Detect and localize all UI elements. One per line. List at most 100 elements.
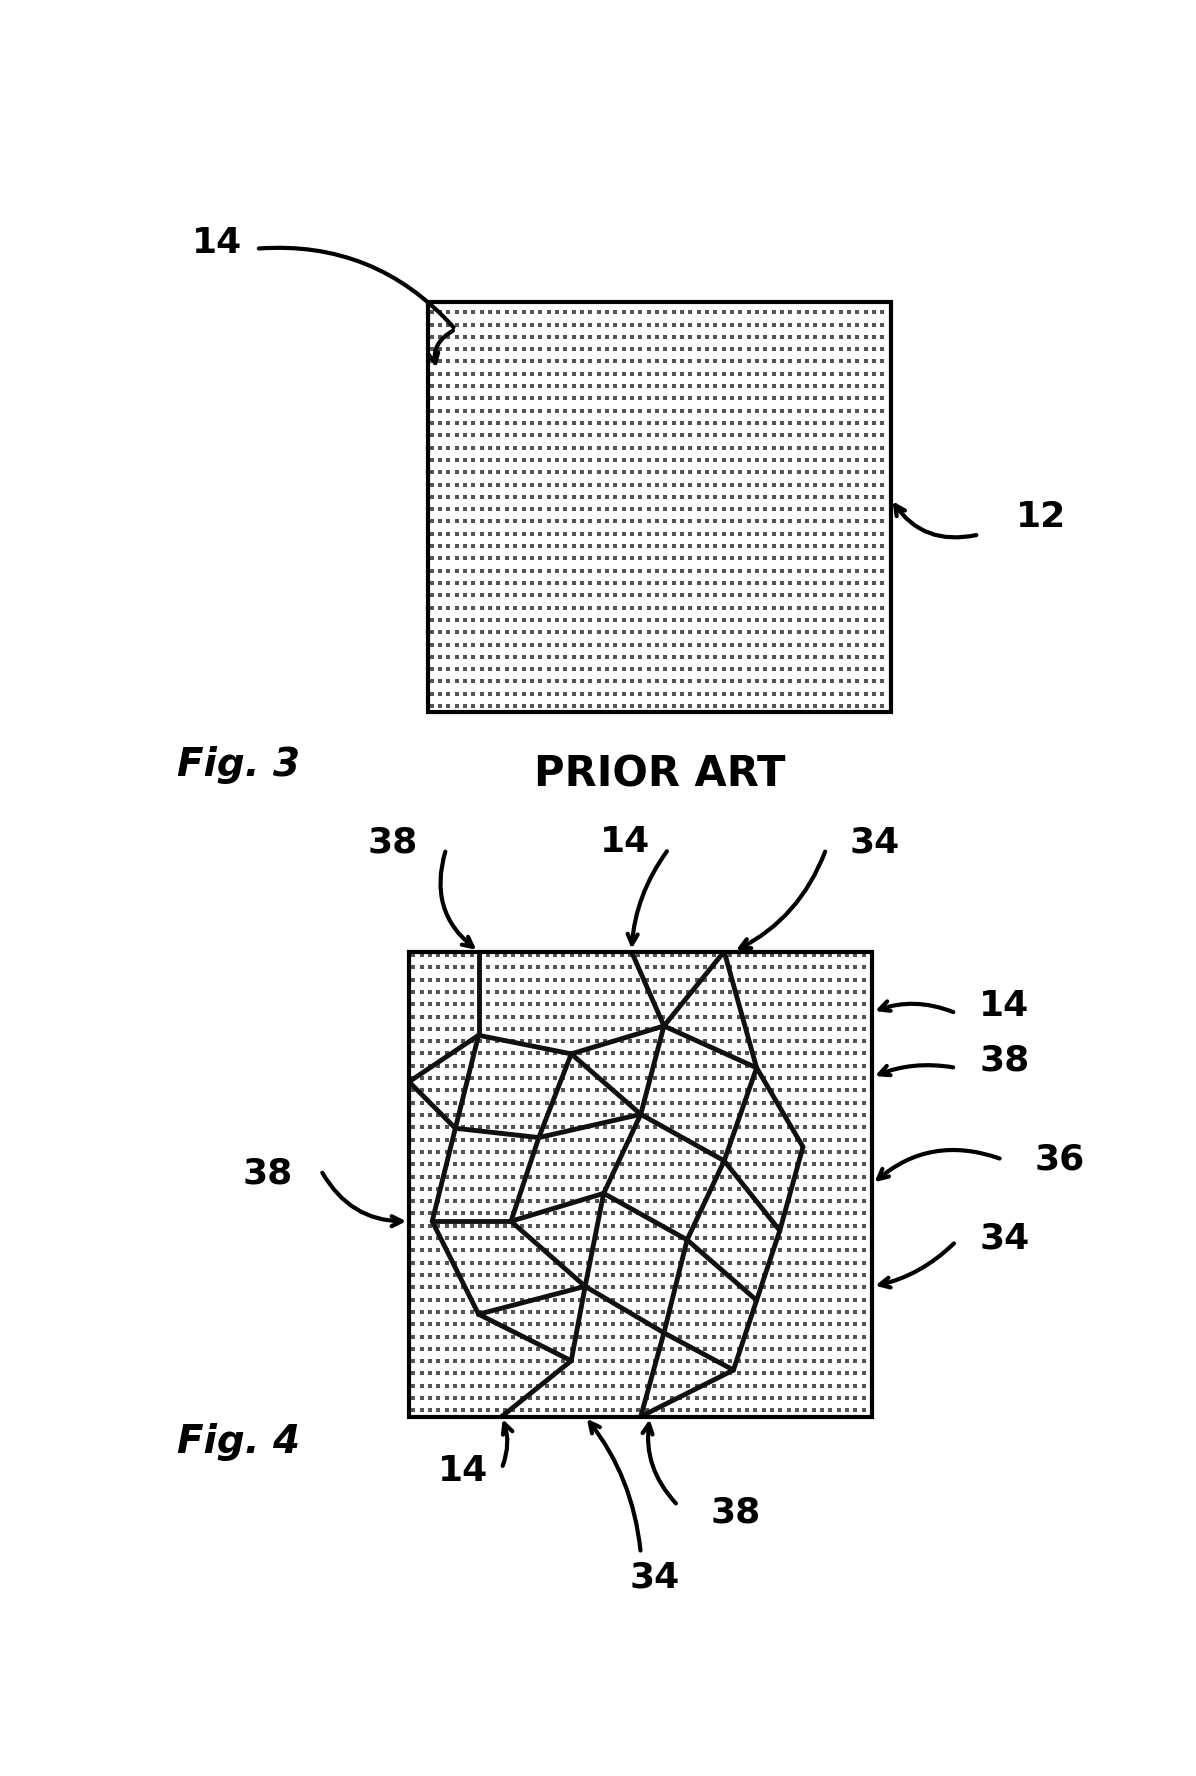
Point [748, 458, 767, 487]
Point [737, 1199, 756, 1227]
Point [531, 311, 550, 339]
Point [748, 323, 767, 352]
Point [573, 396, 592, 424]
Point [531, 655, 550, 684]
Point [756, 384, 775, 412]
Point [489, 630, 508, 659]
Point [688, 1174, 707, 1202]
Point [756, 446, 775, 474]
Point [478, 1371, 498, 1399]
Point [529, 1334, 548, 1362]
Point [537, 1138, 556, 1167]
Point [420, 941, 439, 970]
Point [437, 1311, 456, 1339]
Point [539, 543, 559, 572]
Point [714, 408, 733, 437]
Point [829, 1076, 848, 1105]
Point [713, 979, 732, 1007]
Point [706, 384, 725, 412]
Point [531, 643, 550, 671]
Point [789, 543, 808, 572]
Point [672, 471, 691, 499]
Point [779, 1174, 798, 1202]
Point [672, 618, 691, 646]
Point [753, 1311, 773, 1339]
Point [837, 1249, 856, 1277]
Point [537, 966, 556, 995]
Point [814, 618, 834, 646]
Point [646, 1162, 665, 1190]
Point [795, 1151, 814, 1179]
Point [671, 1151, 690, 1179]
Point [512, 1089, 531, 1117]
Point [781, 336, 800, 364]
Point [531, 581, 550, 609]
Point [605, 421, 624, 449]
Point [464, 606, 483, 634]
Point [770, 1151, 789, 1179]
Point [637, 1126, 657, 1154]
Point [573, 446, 592, 474]
Point [722, 630, 742, 659]
Point [562, 1126, 581, 1154]
Point [704, 1359, 724, 1387]
Point [804, 1323, 823, 1352]
Point [422, 348, 441, 377]
Point [498, 668, 517, 696]
Point [629, 1236, 648, 1265]
Point [529, 1051, 548, 1080]
Point [596, 1162, 615, 1190]
Point [523, 496, 542, 524]
Point [470, 1186, 489, 1215]
Point [779, 1384, 798, 1412]
Point [795, 1051, 814, 1080]
Point [679, 1039, 698, 1067]
Point [664, 680, 683, 709]
Point [621, 1027, 640, 1055]
Point [570, 1359, 590, 1387]
Point [770, 1396, 789, 1424]
Point [437, 1199, 456, 1227]
Point [470, 1051, 489, 1080]
Point [837, 1298, 856, 1327]
Point [671, 1261, 690, 1289]
Point [495, 1249, 514, 1277]
Point [865, 606, 884, 634]
Point [837, 1162, 856, 1190]
Point [537, 1199, 556, 1227]
Point [762, 1101, 781, 1130]
Point [881, 336, 901, 364]
Point [764, 483, 783, 511]
Point [422, 371, 441, 400]
Point [562, 1162, 581, 1190]
Point [806, 311, 825, 339]
Point [837, 1014, 856, 1043]
Point [654, 1039, 673, 1067]
Point [431, 543, 450, 572]
Point [581, 433, 600, 462]
Point [464, 396, 483, 424]
Point [823, 359, 842, 387]
Point [539, 471, 559, 499]
Point [764, 496, 783, 524]
Point [445, 1298, 464, 1327]
Point [639, 693, 658, 721]
Point [846, 1002, 865, 1030]
Point [730, 1199, 749, 1227]
Point [664, 323, 683, 352]
Point [789, 408, 808, 437]
Point [812, 1174, 831, 1202]
Point [829, 1138, 848, 1167]
Point [637, 1174, 657, 1202]
Point [447, 359, 466, 387]
Point [637, 1027, 657, 1055]
Point [531, 520, 550, 549]
Point [612, 1249, 631, 1277]
Point [596, 1261, 615, 1289]
Point [420, 1298, 439, 1327]
Point [437, 1224, 456, 1252]
Point [579, 966, 598, 995]
Point [881, 359, 901, 387]
Point [605, 606, 624, 634]
Point [681, 408, 700, 437]
